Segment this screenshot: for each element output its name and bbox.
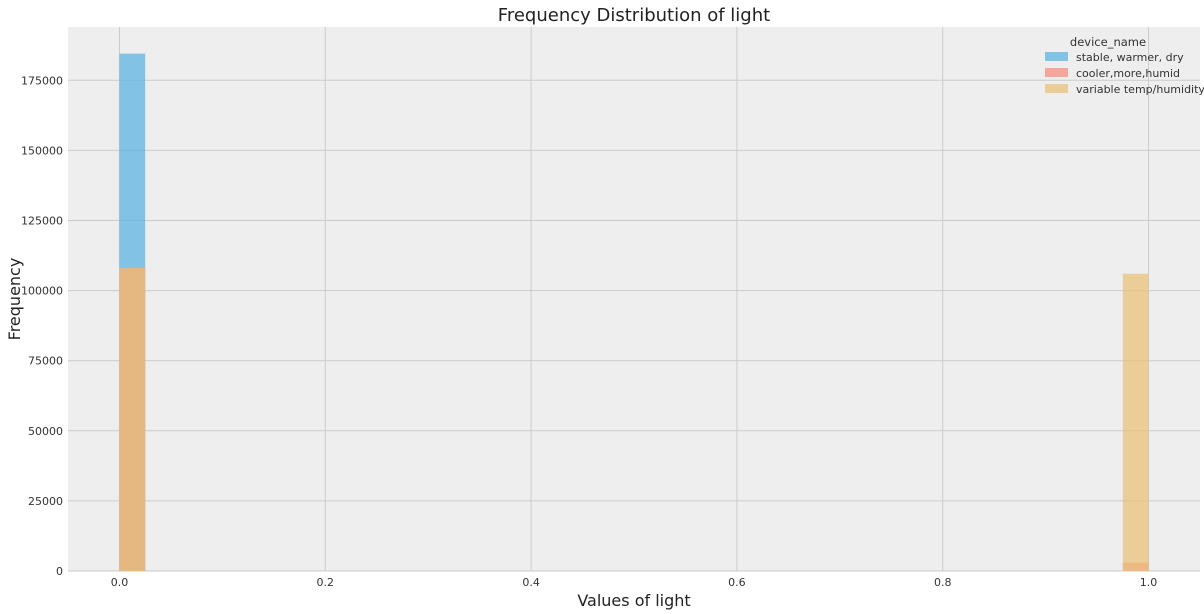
legend-title: device_name <box>1070 35 1146 49</box>
y-tick-label: 125000 <box>21 214 63 227</box>
legend-label: stable, warmer, dry <box>1076 51 1184 64</box>
x-tick-label: 0.4 <box>522 576 540 589</box>
y-tick-labels: 0 25000 50000 75000 100000 125000 150000 175000 <box>21 74 63 578</box>
x-tick-label: 0.0 <box>111 576 129 589</box>
y-tick-label: 50000 <box>28 425 63 438</box>
y-tick-label: 150000 <box>21 144 63 157</box>
legend-swatch <box>1045 68 1068 77</box>
y-tick-label: 175000 <box>21 74 63 87</box>
legend: device_name stable, warmer, dry cooler,mo… <box>1045 35 1204 96</box>
y-tick-label: 0 <box>56 565 63 578</box>
histogram-bar <box>1122 273 1149 571</box>
histogram-bars <box>119 53 1149 572</box>
chart-title: Frequency Distribution of light <box>498 5 770 26</box>
x-tick-label: 0.6 <box>728 576 746 589</box>
legend-swatch <box>1045 84 1068 93</box>
histogram-bar <box>119 268 146 571</box>
y-axis-label: Frequency <box>5 258 24 341</box>
x-tick-label: 0.8 <box>934 576 952 589</box>
y-tick-label: 100000 <box>21 285 63 298</box>
y-tick-label: 75000 <box>28 355 63 368</box>
legend-items: stable, warmer, dry cooler,more,humid vari… <box>1045 51 1204 96</box>
x-tick-label: 0.2 <box>317 576 335 589</box>
legend-label: cooler,more,humid <box>1076 67 1180 80</box>
legend-label: variable temp/humidity <box>1076 83 1204 96</box>
x-axis-label: Values of light <box>577 591 690 610</box>
y-tick-label: 25000 <box>28 495 63 508</box>
legend-swatch <box>1045 52 1068 61</box>
plot-area-background <box>68 27 1200 571</box>
x-tick-labels: 0.0 0.2 0.4 0.6 0.8 1.0 <box>111 576 1158 589</box>
x-tick-label: 1.0 <box>1140 576 1158 589</box>
